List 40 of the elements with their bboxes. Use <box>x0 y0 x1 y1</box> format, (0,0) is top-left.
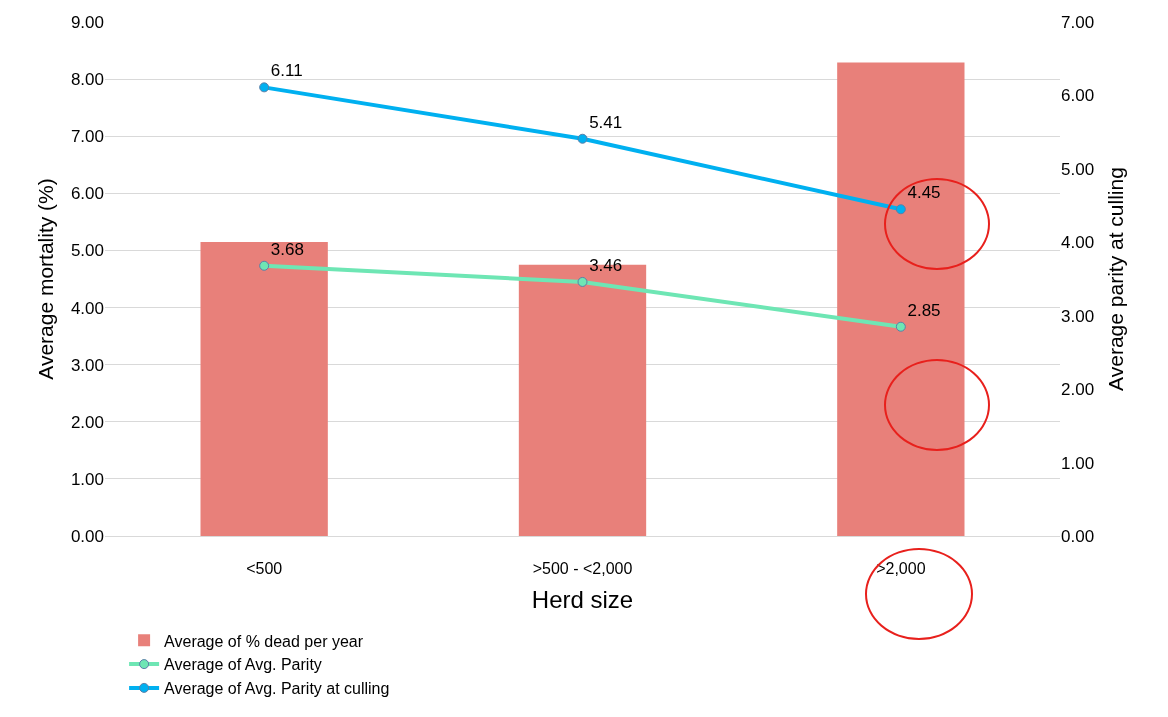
y2-tick-label: 1.00 <box>1061 453 1095 473</box>
y-tick-label: 9.00 <box>70 12 104 32</box>
x-tick-label: >2,000 <box>876 560 926 578</box>
y-tick-label: 1.00 <box>70 469 104 489</box>
y2-tick-label: 4.00 <box>1061 233 1095 253</box>
legend-label: Average of Avg. Parity at culling <box>164 680 390 698</box>
point <box>259 260 270 271</box>
y2-tick-label: 3.00 <box>1061 306 1095 326</box>
y2-tick-label: 6.00 <box>1061 86 1095 106</box>
point <box>577 133 588 144</box>
y-axis-title: Average mortality (%) <box>34 178 57 380</box>
data-label: 5.41 <box>589 112 623 132</box>
data-label: 4.45 <box>907 183 941 203</box>
bar <box>837 62 965 536</box>
y-tick-label: 3.00 <box>70 355 104 375</box>
y2-tick-label: 0.00 <box>1061 526 1095 546</box>
y-tick-label: 2.00 <box>70 412 104 432</box>
point <box>259 82 270 93</box>
y-tick-label: 7.00 <box>70 127 104 147</box>
data-label: 6.11 <box>270 61 303 81</box>
y-tick-label: 5.00 <box>70 241 104 261</box>
x-tick-label: >500 - <2,000 <box>532 560 633 578</box>
y2-axis-title: Average parity at culling <box>1103 167 1127 391</box>
x-axis-title: Herd size <box>531 585 634 613</box>
y2-tick-label: 7.00 <box>1061 12 1095 32</box>
point <box>895 321 906 332</box>
y-tick-label: 6.00 <box>70 184 104 204</box>
y-tick-label: 0.00 <box>70 526 104 546</box>
y2-tick-label: 5.00 <box>1061 159 1095 179</box>
data-label: 2.85 <box>907 300 941 320</box>
y-tick-label: 8.00 <box>70 70 104 90</box>
point <box>577 276 588 287</box>
data-label: 3.68 <box>270 239 304 259</box>
point <box>895 204 906 215</box>
legend-label: Average of % dead per year <box>164 632 364 650</box>
y2-tick-label: 2.00 <box>1061 380 1095 400</box>
legend-label: Average of Avg. Parity <box>164 656 322 674</box>
bar <box>200 241 328 536</box>
x-tick-label: <500 <box>246 560 283 578</box>
y-tick-label: 4.00 <box>70 298 104 318</box>
